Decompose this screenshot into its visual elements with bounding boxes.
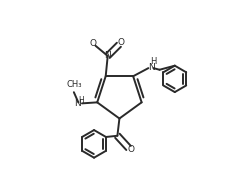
Text: O: O [127,145,134,154]
Text: O: O [89,39,96,48]
Text: H: H [78,96,84,105]
Text: CH₃: CH₃ [66,80,82,89]
Text: O: O [118,38,125,47]
Text: H: H [150,57,157,66]
Text: N: N [74,99,81,108]
Text: N: N [149,63,155,72]
Text: N: N [104,51,111,60]
